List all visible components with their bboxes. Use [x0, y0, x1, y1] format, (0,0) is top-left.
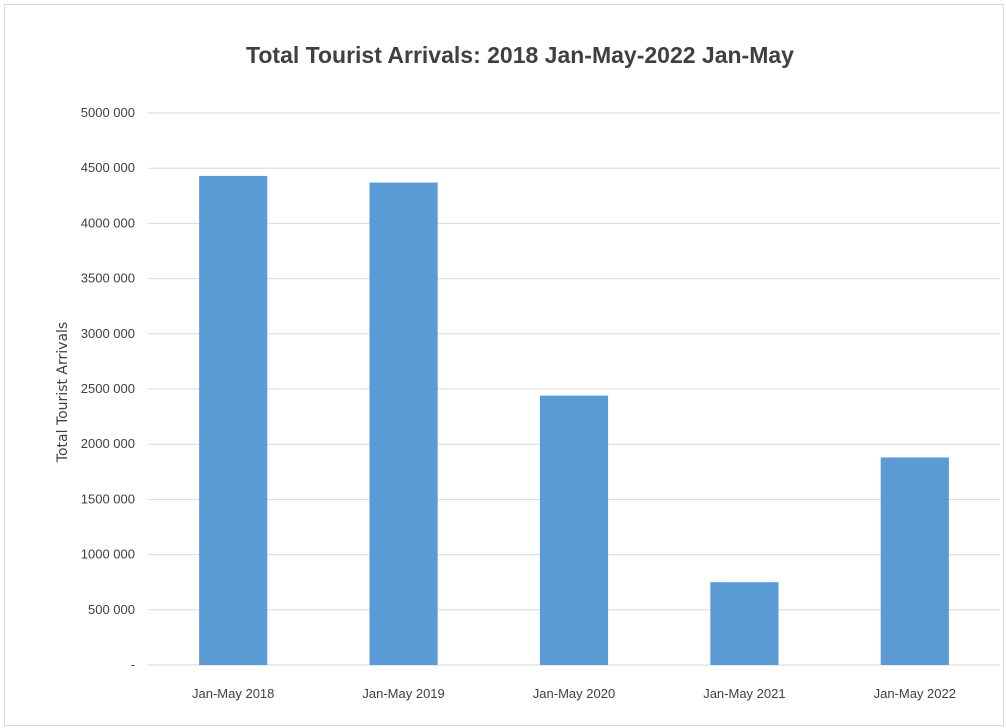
y-tick-labels: - 500 000 1000 000 1500 000 2000 000 2500 000…	[81, 105, 135, 672]
bar	[539, 395, 609, 665]
y-tick-label: 500 000	[88, 602, 135, 617]
x-tick-label: Jan-May 2022	[874, 686, 956, 701]
x-tick-labels: Jan-May 2018 Jan-May 2019 Jan-May 2020 Jan-…	[192, 686, 956, 701]
y-tick-label: 2500 000	[81, 381, 135, 396]
y-tick-label: -	[131, 657, 135, 672]
y-tick-label: 4500 000	[81, 160, 135, 175]
y-tick-label: 1500 000	[81, 491, 135, 506]
y-tick-label: 4000 000	[81, 215, 135, 230]
x-tick-label: Jan-May 2018	[192, 686, 274, 701]
bar	[199, 175, 268, 666]
chart-title: Total Tourist Arrivals: 2018 Jan-May-202…	[246, 42, 794, 68]
bars	[199, 175, 949, 666]
y-tick-label: 2000 000	[81, 436, 135, 451]
y-tick-label: 5000 000	[81, 105, 135, 120]
y-axis-title: Total Tourist Arrivals	[55, 322, 71, 463]
y-tick-label: 3500 000	[81, 271, 135, 286]
y-tick-label: 1000 000	[81, 547, 135, 562]
chart-frame: Total Tourist Arrivals: 2018 Jan-May-202…	[4, 4, 1004, 726]
x-tick-label: Jan-May 2019	[362, 686, 444, 701]
x-tick-label: Jan-May 2021	[703, 686, 785, 701]
x-tick-label: Jan-May 2020	[533, 686, 615, 701]
bar	[710, 582, 779, 665]
bar	[880, 457, 949, 665]
chart-svg: Total Tourist Arrivals: 2018 Jan-May-202…	[55, 42, 1000, 701]
bar	[369, 182, 438, 665]
y-tick-label: 3000 000	[81, 326, 135, 341]
